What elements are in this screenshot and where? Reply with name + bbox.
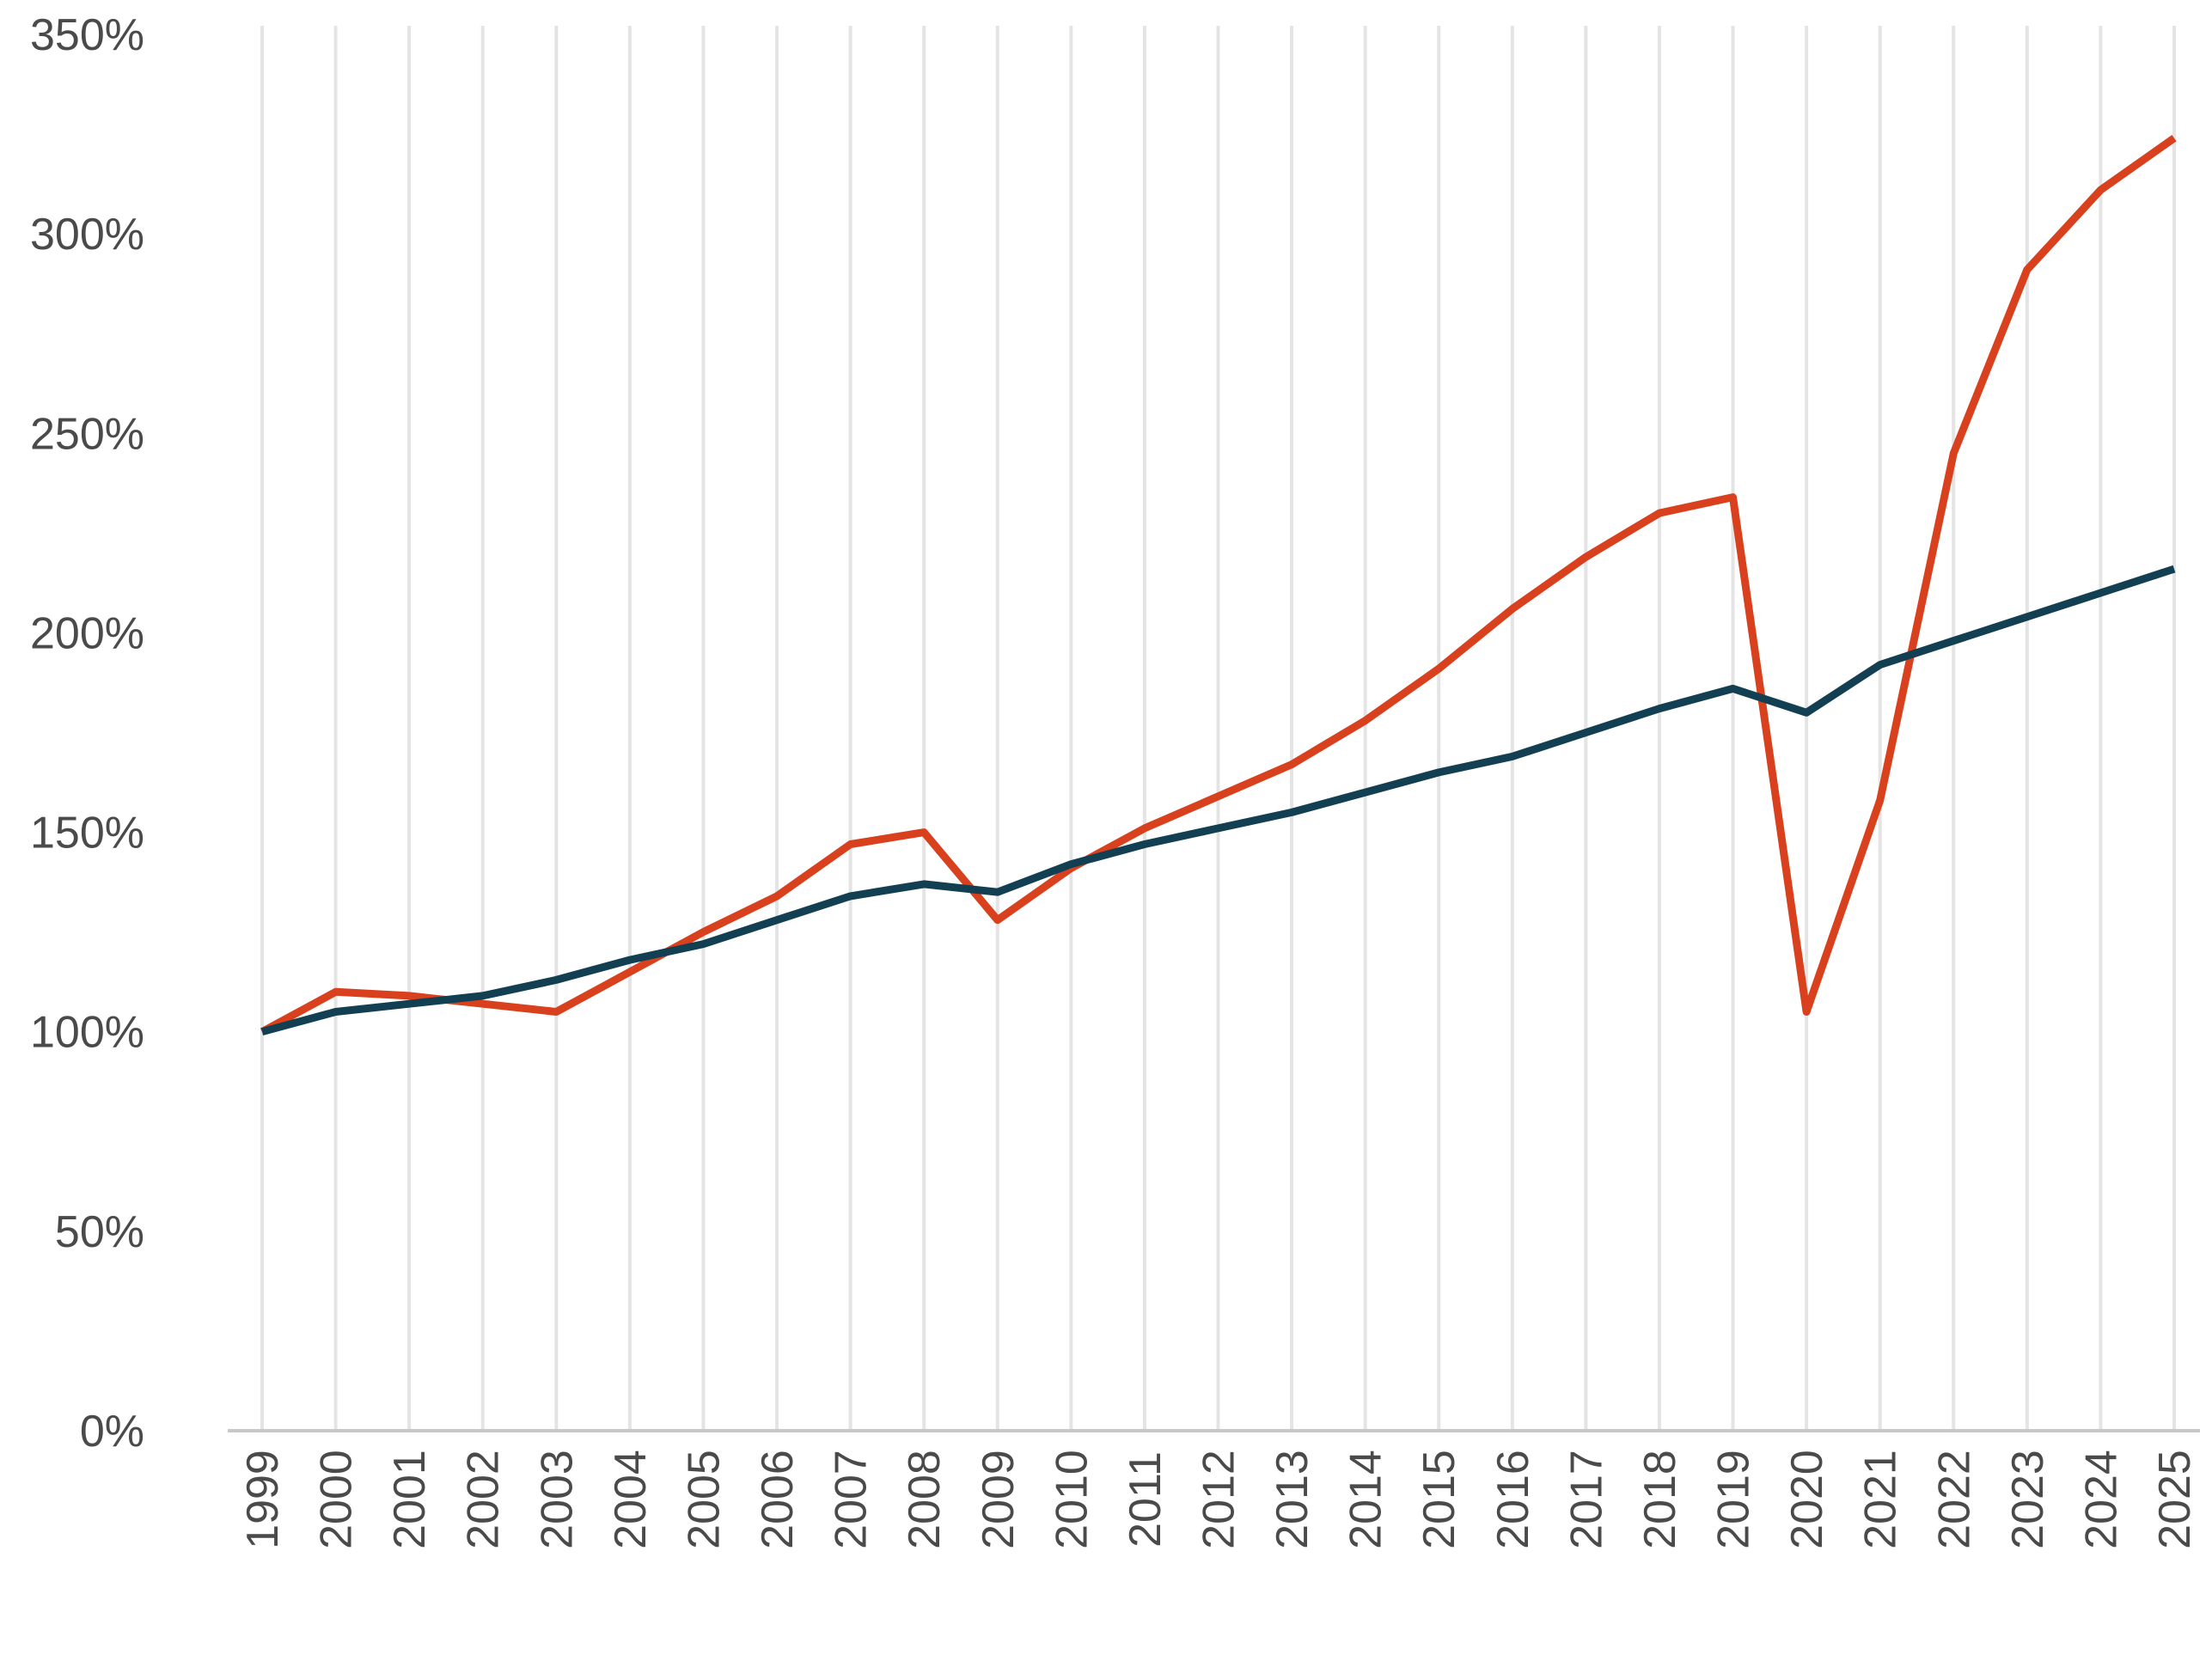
series-line-1 bbox=[260, 135, 2177, 1035]
grid-layer bbox=[260, 26, 2176, 1431]
y-tick-label: 0% bbox=[80, 1407, 144, 1457]
x-tick-label-2023: 2023 bbox=[2003, 1450, 2053, 1549]
x-tick-label-2008: 2008 bbox=[900, 1450, 950, 1549]
y-tick-label: 300% bbox=[30, 210, 144, 260]
x-tick-label-2007: 2007 bbox=[827, 1450, 877, 1549]
x-tick-label-2001: 2001 bbox=[385, 1450, 435, 1549]
x-tick-label-2010: 2010 bbox=[1047, 1450, 1097, 1549]
x-tick-label-2014: 2014 bbox=[1341, 1450, 1391, 1549]
x-tick-label-2005: 2005 bbox=[679, 1450, 729, 1549]
x-tick-label-2003: 2003 bbox=[532, 1450, 582, 1549]
y-tick-label: 350% bbox=[30, 10, 144, 60]
y-tick-label: 150% bbox=[30, 809, 144, 858]
x-tick-labels: 1999 2000 2001 2002 2003 2004 2005 2006 2007 2008… bbox=[238, 1450, 2200, 1549]
x-tick-label-2009: 2009 bbox=[974, 1450, 1024, 1549]
x-tick-label-2006: 2006 bbox=[753, 1450, 803, 1549]
x-tick-label-2019: 2019 bbox=[1709, 1450, 1759, 1549]
x-tick-label-2018: 2018 bbox=[1635, 1450, 1685, 1549]
x-tick-label-2013: 2013 bbox=[1268, 1450, 1317, 1549]
y-tick-label: 100% bbox=[30, 1008, 144, 1058]
y-tick-label: 50% bbox=[55, 1207, 144, 1257]
y-tick-label: 200% bbox=[30, 608, 144, 658]
x-tick-label-2015: 2015 bbox=[1415, 1450, 1464, 1549]
series-line-2 bbox=[260, 565, 2176, 1036]
x-tick-label-2002: 2002 bbox=[459, 1450, 509, 1549]
x-tick-label-2000: 2000 bbox=[312, 1450, 362, 1549]
x-tick-label-2012: 2012 bbox=[1195, 1450, 1244, 1549]
x-tick-label-2021: 2021 bbox=[1856, 1450, 1906, 1549]
y-tick-label: 250% bbox=[30, 409, 144, 459]
x-tick-label-2017: 2017 bbox=[1561, 1450, 1611, 1549]
x-tick-label-2020: 2020 bbox=[1782, 1450, 1832, 1549]
series-layer bbox=[260, 135, 2177, 1036]
x-tick-label-2024: 2024 bbox=[2076, 1450, 2126, 1549]
x-tick-label-2016: 2016 bbox=[1488, 1450, 1538, 1549]
x-tick-label-2022: 2022 bbox=[1929, 1450, 1979, 1549]
x-tick-label-2011: 2011 bbox=[1121, 1451, 1170, 1548]
x-tick-label-2025: 2025 bbox=[2150, 1450, 2200, 1549]
x-tick-label-1999: 1999 bbox=[238, 1450, 288, 1549]
y-tick-labels: 0% 50% 100% 150% 200% 250% 300% 350% bbox=[30, 10, 144, 1457]
x-tick-label-2004: 2004 bbox=[606, 1450, 656, 1549]
